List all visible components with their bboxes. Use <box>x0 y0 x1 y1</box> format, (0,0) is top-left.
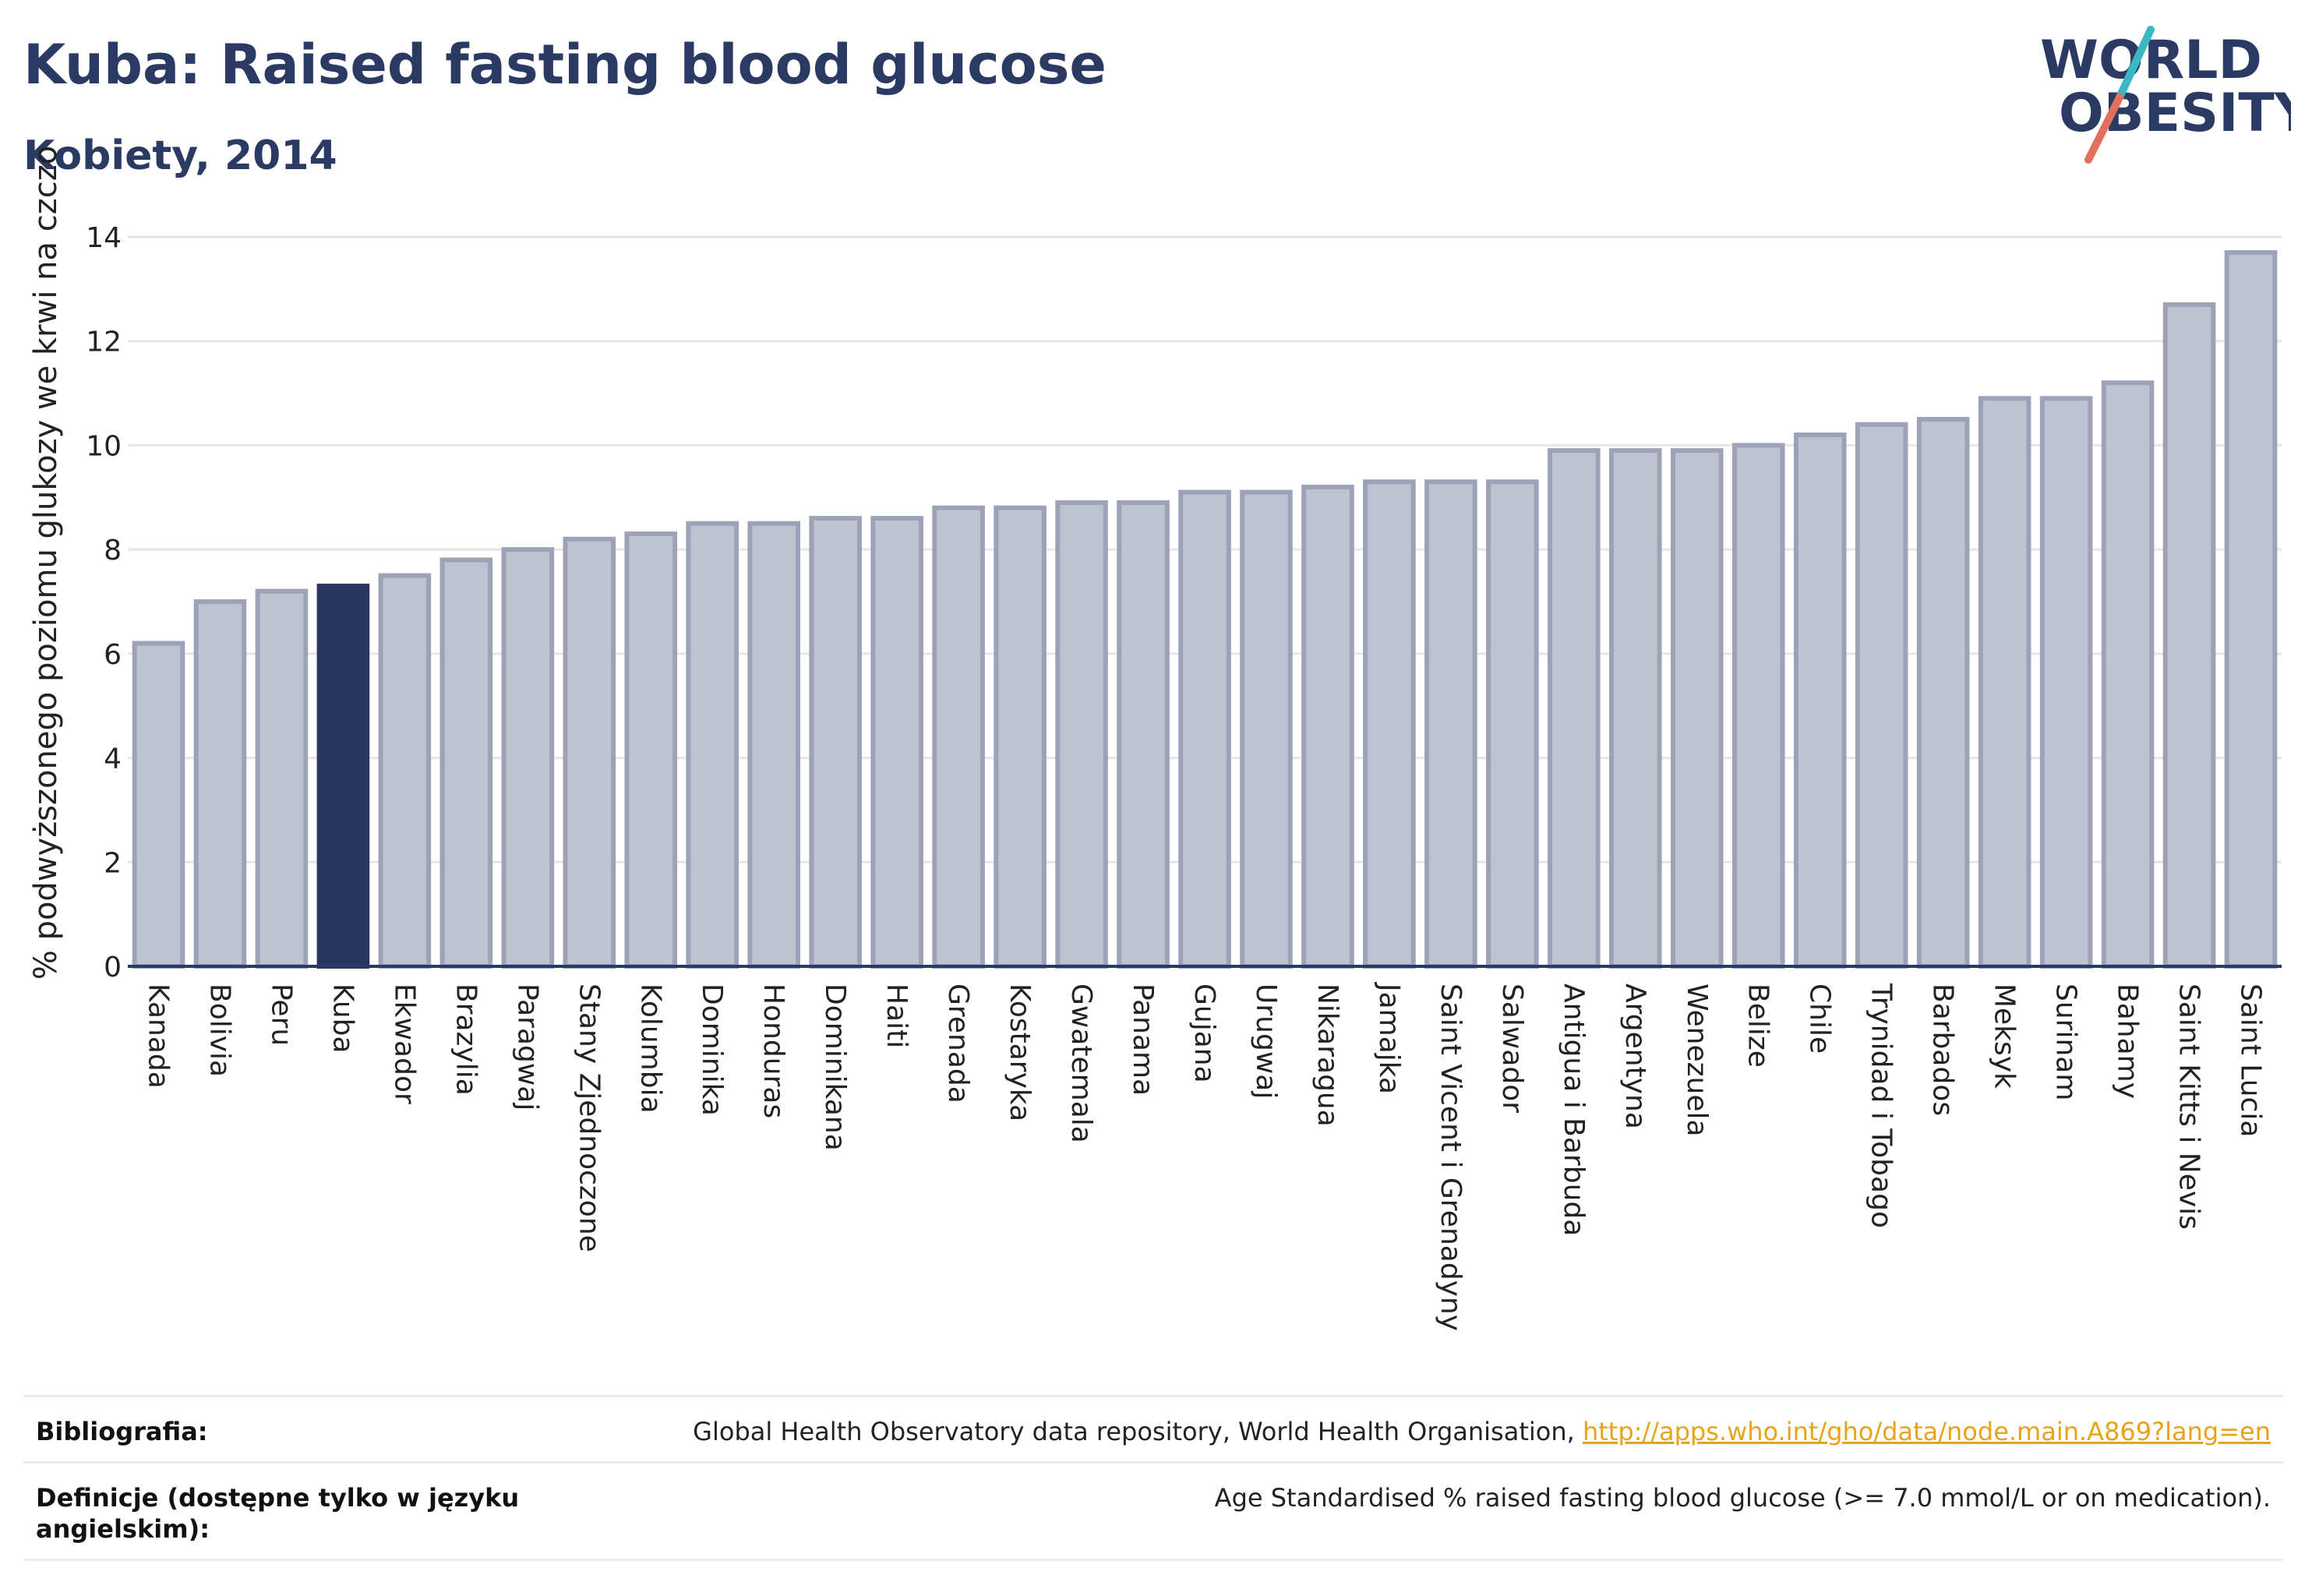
x-tick-label: Antigua i Barbuda <box>1558 983 1590 1236</box>
x-tick-label: Gujana <box>1188 983 1220 1083</box>
bar-antigua-i-barbuda <box>1548 448 1601 969</box>
bar-surinam <box>2039 396 2093 969</box>
bibliography-link[interactable]: http://apps.who.int/gho/data/node.main.A… <box>1582 1417 2271 1446</box>
bar-chile <box>1793 433 1847 969</box>
x-tick-label: Haiti <box>881 983 912 1048</box>
x-tick-label: Saint Lucia <box>2235 983 2267 1137</box>
footer: Bibliografia: Global Health Observatory … <box>23 1395 2283 1561</box>
bar-panama <box>1117 500 1170 969</box>
x-tick-label: Brazylia <box>450 983 482 1096</box>
x-tick-label: Kostaryka <box>1004 983 1036 1121</box>
x-tick-labels: Kanada Bolivia Peru Kuba Ekwador Brazylia Para… <box>142 982 2266 1331</box>
logo-slash-red-icon <box>2084 94 2123 164</box>
bibliography-value: Global Health Observatory data repositor… <box>693 1416 2271 1447</box>
x-tick-label: Dominikana <box>819 983 851 1151</box>
bars <box>132 250 2278 969</box>
bar-urugwaj <box>1240 489 1293 969</box>
y-tick-label: 8 <box>104 535 122 567</box>
x-tick-label: Paragwaj <box>511 983 543 1110</box>
x-tick-label: Saint Kitts i Nevis <box>2173 983 2205 1230</box>
x-tick-label: Trynidad i Tobago <box>1866 983 1897 1228</box>
y-tick-label: 0 <box>104 952 122 983</box>
y-tick-label: 6 <box>104 639 122 671</box>
x-tick-label: Panama <box>1127 983 1159 1096</box>
x-tick-label: Urugwaj <box>1250 983 1282 1099</box>
bar-saint-lucia <box>2224 250 2278 969</box>
x-tick-label: Peru <box>265 983 297 1046</box>
bar-ekwador <box>378 573 432 969</box>
bibliography-row: Bibliografia: Global Health Observatory … <box>23 1395 2283 1461</box>
y-tick-label: 4 <box>104 743 122 775</box>
bar-gwatemala <box>1055 500 1108 969</box>
x-tick-label: Wenezuela <box>1681 983 1713 1137</box>
bar-barbados <box>1916 417 1970 969</box>
x-tick-label: Grenada <box>942 983 974 1103</box>
y-tick-label: 10 <box>86 430 122 462</box>
x-tick-label: Belize <box>1742 983 1774 1068</box>
bar-chart: 0 2 4 6 8 10 12 14 Kanada Bolivia Peru Kuba Ekwador… <box>28 146 2282 1331</box>
bar-argentyna <box>1609 448 1662 969</box>
x-tick-label: Surinam <box>2050 983 2082 1100</box>
chart-subtitle: Kobiety, 2014 <box>23 132 337 179</box>
y-tick-labels: 0 2 4 6 8 10 12 14 <box>86 222 122 983</box>
x-tick-label: Meksyk <box>1989 983 2021 1089</box>
definition-value: Age Standardised % raised fasting blood … <box>1214 1483 2271 1513</box>
bar-highlight-kuba <box>316 583 370 969</box>
bar-saint-vicent-i-grenadyny <box>1424 479 1477 969</box>
x-tick-label: Honduras <box>757 983 789 1118</box>
y-tick-label: 2 <box>104 847 122 879</box>
logo-text-world: WORLD <box>2040 30 2262 91</box>
x-tick-label: Argentyna <box>1619 983 1651 1129</box>
x-tick-label: Saint Vicent i Grenadyny <box>1435 983 1467 1331</box>
x-tick-label: Bahamy <box>2112 983 2144 1099</box>
bar-wenezuela <box>1670 448 1724 969</box>
bar-kolumbia <box>624 531 678 969</box>
bar-paragwaj <box>501 547 555 969</box>
x-tick-label: Chile <box>1804 983 1836 1054</box>
bar-belize <box>1731 443 1785 969</box>
bar-saint-kitts-i-nevis <box>2162 302 2216 969</box>
world-obesity-logo: WORLD OBESITY <box>2040 26 2291 164</box>
bar-brazylia <box>439 557 493 969</box>
x-tick-label: Ekwador <box>388 983 420 1104</box>
bar-kostaryka <box>994 505 1047 969</box>
definition-row: Definicje (dostępne tylko w języku angie… <box>23 1461 2283 1561</box>
y-axis-label: % podwyższonego poziomu glukozy we krwi … <box>28 146 64 980</box>
bar-dominikana <box>809 516 862 969</box>
bar-bolivia <box>193 599 247 969</box>
x-tick-label: Stany Zjednoczone <box>573 983 605 1252</box>
bar-meksyk <box>1978 396 2031 969</box>
x-tick-label: Kolumbia <box>634 983 666 1114</box>
bibliography-label: Bibliografia: <box>36 1417 208 1446</box>
bar-trynidad-i-tobago <box>1855 422 1908 969</box>
x-tick-label: Jamajka <box>1373 982 1405 1094</box>
bar-haiti <box>870 516 923 969</box>
bibliography-text: Global Health Observatory data repositor… <box>693 1417 1583 1446</box>
bar-peru <box>255 588 309 969</box>
x-tick-label: Bolivia <box>203 983 235 1077</box>
y-tick-label: 14 <box>86 222 122 254</box>
chart-title: Kuba: Raised fasting blood glucose <box>23 33 1107 97</box>
x-tick-label: Salwador <box>1496 983 1528 1113</box>
bar-stany-zjednoczone <box>563 536 616 969</box>
x-tick-label: Kanada <box>142 983 174 1089</box>
x-tick-label: Nikaragua <box>1311 983 1343 1127</box>
x-tick-label: Dominika <box>696 983 728 1116</box>
bar-grenada <box>932 505 985 969</box>
bar-bahamy <box>2101 380 2155 969</box>
bar-honduras <box>747 521 800 969</box>
bar-jamajka <box>1363 479 1416 969</box>
bar-dominika <box>686 521 740 969</box>
bar-salwador <box>1486 479 1539 969</box>
x-tick-label: Kuba <box>327 983 358 1054</box>
y-tick-label: 12 <box>86 327 122 358</box>
bar-gujana <box>1178 489 1231 969</box>
bar-nikaragua <box>1301 484 1354 969</box>
x-tick-label: Gwatemala <box>1065 983 1097 1143</box>
x-tick-label: Barbados <box>1927 983 1959 1116</box>
bar-kanada <box>132 641 185 969</box>
logo-slash-teal-icon <box>2116 26 2155 101</box>
definition-label: Definicje (dostępne tylko w języku angie… <box>36 1483 520 1544</box>
